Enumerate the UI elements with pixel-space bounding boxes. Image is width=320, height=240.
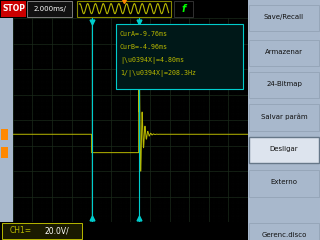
Bar — [3, 223, 82, 239]
Text: Armazenar: Armazenar — [265, 49, 303, 55]
Bar — [77, 1, 171, 17]
Bar — [116, 24, 243, 90]
Text: STOP: STOP — [2, 4, 25, 13]
Bar — [1, 1, 26, 17]
Bar — [250, 40, 319, 66]
Text: 1/|\u0394X|=208.3Hz: 1/|\u0394X|=208.3Hz — [120, 70, 196, 77]
Text: 2.000ms/: 2.000ms/ — [33, 6, 66, 12]
Text: 1: 1 — [2, 148, 7, 157]
Text: Externo: Externo — [270, 180, 298, 185]
Bar — [27, 1, 72, 17]
Bar — [250, 223, 319, 240]
Text: |\u0394X|=4.80ms: |\u0394X|=4.80ms — [120, 57, 184, 64]
Bar — [250, 170, 319, 197]
Text: f: f — [181, 4, 186, 14]
Text: Salvar parâm: Salvar parâm — [261, 113, 307, 120]
Bar — [250, 104, 319, 131]
Text: CH1=: CH1= — [10, 226, 32, 235]
Text: 20.0V/: 20.0V/ — [45, 226, 69, 235]
Bar — [250, 137, 319, 163]
Text: CurA=-9.76ms: CurA=-9.76ms — [120, 31, 168, 37]
Text: Desligar: Desligar — [270, 146, 298, 152]
Bar — [250, 72, 319, 98]
Bar — [173, 1, 193, 17]
Text: 24-Bitmap: 24-Bitmap — [266, 81, 302, 87]
Text: Gerenc.disco: Gerenc.disco — [261, 232, 307, 238]
Text: T: T — [2, 130, 7, 139]
Text: CurB=-4.96ms: CurB=-4.96ms — [120, 44, 168, 50]
Bar — [250, 5, 319, 31]
Text: Save/Recall: Save/Recall — [264, 14, 304, 20]
